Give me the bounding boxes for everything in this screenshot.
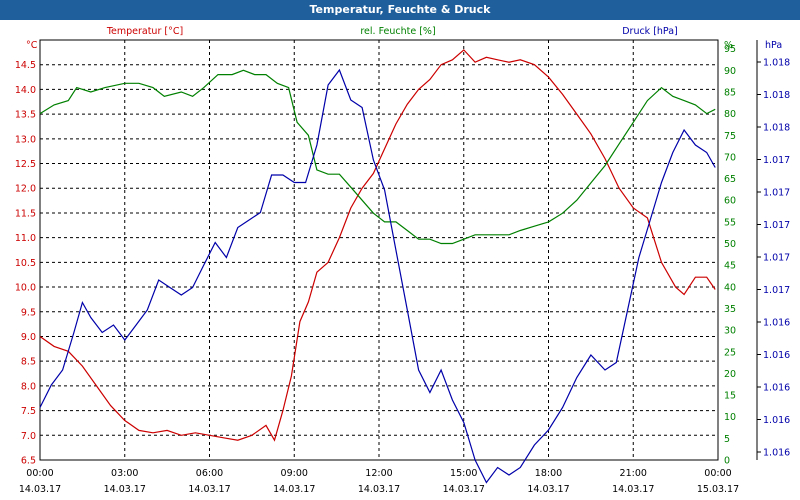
temperature-tick-label: 12.0 <box>15 184 36 195</box>
plot-frame <box>39 39 719 461</box>
humidity-tick-label: 75 <box>724 131 736 142</box>
humidity-tick-label: 40 <box>724 282 736 293</box>
pressure-axis: 1.018 1.018 1.018 1.017 1.017 1.017 1.017 1.017… <box>756 40 790 460</box>
temperature-tick-label: 14.5 <box>15 60 36 71</box>
pressure-tick-label: 1.016 <box>763 350 790 361</box>
date-tick-label: 14.03.17 <box>358 484 400 495</box>
date-tick-label: 14.03.17 <box>188 484 230 495</box>
temperature-tick-label: 8.0 <box>21 381 36 392</box>
humidity-tick-label: 95 <box>724 44 736 55</box>
pressure-axis-title: Druck [hPa] <box>622 26 678 37</box>
temperature-tick-label: 11.0 <box>15 233 36 244</box>
date-tick-label: 14.03.17 <box>612 484 654 495</box>
chart-title: Temperatur, Feuchte & Druck <box>0 0 800 20</box>
humidity-axis-title: rel. Feuchte [%] <box>360 26 435 37</box>
pressure-tick-label: 1.017 <box>763 253 790 264</box>
temperature-tick-label: 10.5 <box>15 258 36 269</box>
humidity-tick-label: 35 <box>724 304 736 315</box>
temperature-tick-label: 7.0 <box>21 431 36 442</box>
time-tick-label: 09:00 <box>281 468 308 479</box>
time-tick-label: 06:00 <box>196 468 223 479</box>
time-tick-label: 00:00 <box>704 468 731 479</box>
temperature-tick-label: 12.5 <box>15 159 36 170</box>
series-group <box>39 49 716 484</box>
temperature-tick-label: 13.5 <box>15 110 36 121</box>
date-tick-label: 14.03.17 <box>443 484 485 495</box>
pressure-tick-label: 1.018 <box>763 58 790 69</box>
temperature-tick-label: 9.0 <box>21 332 36 343</box>
humidity-tick-label: 90 <box>724 66 736 77</box>
series-line-humidity <box>39 69 716 245</box>
grid <box>40 40 718 461</box>
humidity-tick-label: 25 <box>724 347 736 358</box>
time-tick-label: 18:00 <box>535 468 562 479</box>
chart: 14.5 14.0 13.5 13.0 12.5 12.0 11.5 11.0 10.5 10.0… <box>15 26 790 495</box>
temperature-tick-label: 9.5 <box>21 307 36 318</box>
temperature-axis-title: Temperatur [°C] <box>106 26 183 37</box>
humidity-tick-label: 15 <box>724 391 736 402</box>
temperature-tick-label: 13.0 <box>15 134 36 145</box>
date-tick-label: 14.03.17 <box>19 484 61 495</box>
humidity-tick-label: 45 <box>724 261 736 272</box>
humidity-tick-label: 50 <box>724 239 736 250</box>
humidity-tick-label: 55 <box>724 217 736 228</box>
humidity-tick-label: 10 <box>724 412 736 423</box>
temperature-tick-label: 6.5 <box>21 456 36 467</box>
series-line-pressure <box>39 68 716 484</box>
time-axis: 00:00 14.03.17 03:00 14.03.17 06:00 14.03.17 0… <box>19 468 739 495</box>
humidity-tick-label: 85 <box>724 87 736 98</box>
time-tick-label: 21:00 <box>620 468 647 479</box>
humidity-tick-label: 60 <box>724 196 736 207</box>
series-line-temperature <box>39 49 716 442</box>
pressure-tick-label: 1.016 <box>763 448 790 459</box>
pressure-unit-label: hPa <box>765 40 782 51</box>
date-tick-label: 15.03.17 <box>697 484 739 495</box>
pressure-tick-label: 1.017 <box>763 155 790 166</box>
pressure-tick-label: 1.017 <box>763 285 790 296</box>
humidity-tick-label: 0 <box>724 456 730 467</box>
date-tick-label: 14.03.17 <box>104 484 146 495</box>
temperature-tick-label: 10.0 <box>15 283 36 294</box>
time-tick-label: 12:00 <box>365 468 392 479</box>
temperature-tick-label: 8.5 <box>21 357 36 368</box>
date-tick-label: 14.03.17 <box>273 484 315 495</box>
temperature-tick-label: 11.5 <box>15 208 36 219</box>
humidity-tick-label: 80 <box>724 109 736 120</box>
time-tick-label: 15:00 <box>450 468 477 479</box>
humidity-tick-label: 20 <box>724 369 736 380</box>
humidity-unit-label: % <box>724 40 733 51</box>
time-tick-label: 00:00 <box>26 468 53 479</box>
pressure-tick-label: 1.016 <box>763 318 790 329</box>
axis-headers: °C Temperatur [°C] rel. Feuchte [%] Druck [… <box>26 26 782 51</box>
pressure-tick-label: 1.018 <box>763 123 790 134</box>
humidity-tick-label: 65 <box>724 174 736 185</box>
humidity-tick-label: 70 <box>724 152 736 163</box>
temperature-axis: 14.5 14.0 13.5 13.0 12.5 12.0 11.5 11.0 10.5 10.0… <box>15 60 36 466</box>
date-tick-label: 14.03.17 <box>527 484 569 495</box>
temperature-tick-label: 14.0 <box>15 85 36 96</box>
temperature-unit-label: °C <box>26 40 38 51</box>
pressure-tick-label: 1.017 <box>763 188 790 199</box>
pressure-tick-label: 1.017 <box>763 220 790 231</box>
temperature-tick-label: 7.5 <box>21 406 36 417</box>
pressure-tick-label: 1.016 <box>763 383 790 394</box>
humidity-tick-label: 30 <box>724 326 736 337</box>
time-tick-label: 03:00 <box>111 468 138 479</box>
pressure-tick-label: 1.016 <box>763 415 790 426</box>
pressure-tick-label: 1.018 <box>763 90 790 101</box>
humidity-tick-label: 5 <box>724 434 730 445</box>
